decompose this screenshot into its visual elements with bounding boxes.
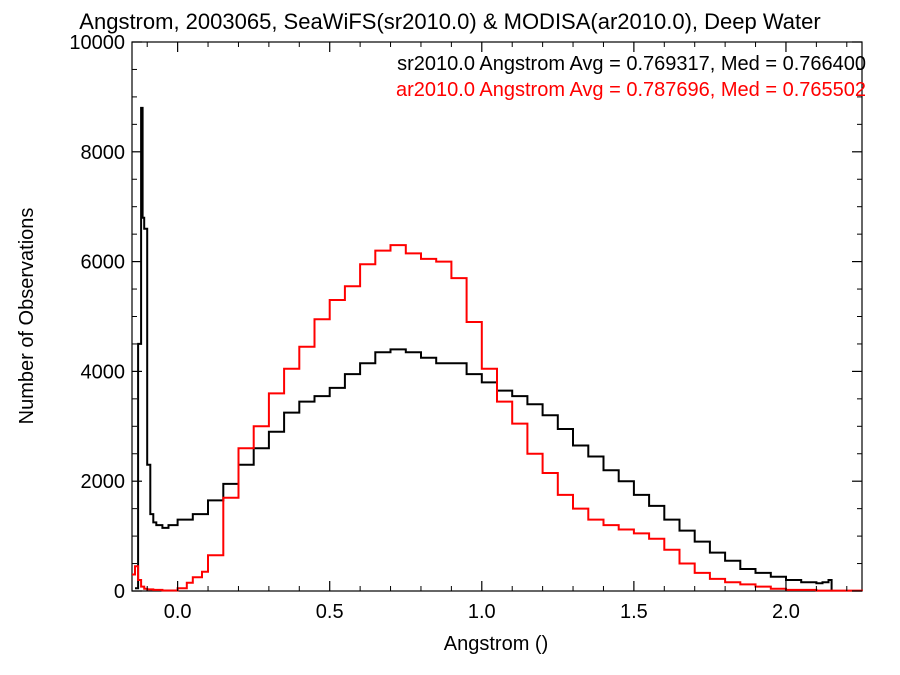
y-tick-label: 10000 — [69, 32, 125, 54]
series-line-ar2010.0 — [132, 244, 863, 592]
plot-frame — [131, 41, 863, 592]
x-tick-label: 1.5 — [620, 601, 648, 623]
y-axis-label: Number of Observations — [16, 208, 38, 425]
x-tick-label: 1.0 — [468, 601, 496, 623]
y-tick-label: 6000 — [81, 252, 126, 274]
y-tick-label: 0 — [114, 581, 125, 603]
x-axis-label: Angstrom () — [444, 633, 548, 655]
axes-layer: 0.0 0.5 1.0 1.5 2.0 0 2000 4000 6000 8000 10000 — [69, 32, 862, 623]
series-layer — [132, 106, 863, 592]
x-tick-label: 0.5 — [316, 601, 344, 623]
y-tick-label: 2000 — [81, 471, 126, 493]
y-tick-label: 4000 — [81, 361, 126, 383]
chart-title: Angstrom, 2003065, SeaWiFS(sr2010.0) & M… — [79, 9, 820, 34]
legend-entry-ar2010: ar2010.0 Angstrom Avg = 0.787696, Med = … — [396, 79, 866, 101]
y-tick-label: 8000 — [81, 142, 126, 164]
legend-entry-sr2010: sr2010.0 Angstrom Avg = 0.769317, Med = … — [397, 53, 866, 75]
plot-area — [131, 41, 863, 592]
series-line-sr2010.0 — [135, 106, 833, 591]
x-tick-label: 0.0 — [164, 601, 192, 623]
x-tick-label: 2.0 — [772, 601, 800, 623]
